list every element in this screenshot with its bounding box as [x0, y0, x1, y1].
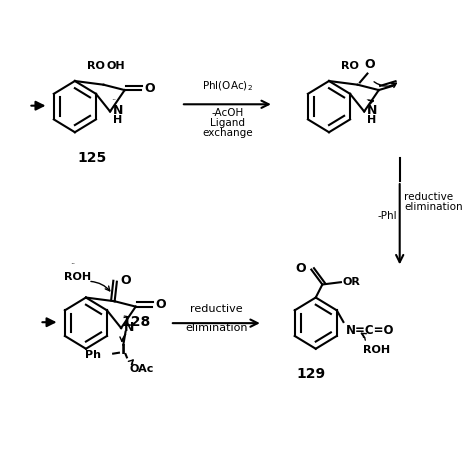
Text: PhI(OAc)$_2$: PhI(OAc)$_2$	[202, 79, 253, 92]
Text: reductive: reductive	[404, 192, 453, 202]
Text: ··: ··	[122, 312, 127, 321]
Text: H: H	[113, 115, 122, 125]
Text: 125: 125	[78, 151, 107, 165]
Text: reductive: reductive	[190, 304, 243, 314]
Text: ROH: ROH	[64, 272, 91, 282]
Text: ··: ··	[365, 96, 370, 105]
Text: Ph: Ph	[85, 350, 101, 360]
Text: OH: OH	[107, 61, 125, 71]
Text: -AcOH: -AcOH	[211, 108, 244, 118]
Text: O: O	[144, 82, 155, 95]
Text: N=C=O: N=C=O	[346, 324, 394, 337]
Text: Ligand: Ligand	[210, 118, 245, 128]
Text: N: N	[367, 104, 377, 117]
Text: O: O	[295, 262, 306, 275]
Text: I: I	[121, 343, 126, 357]
Text: O: O	[120, 274, 131, 287]
Text: exchange: exchange	[202, 128, 253, 137]
Text: N: N	[124, 320, 134, 334]
Text: elimination: elimination	[185, 323, 247, 333]
Text: OR: OR	[342, 277, 360, 287]
Text: -PhI: -PhI	[378, 211, 398, 221]
Text: elimination: elimination	[404, 202, 463, 212]
Text: N: N	[113, 104, 123, 117]
Text: RO: RO	[87, 61, 105, 71]
Text: ··: ··	[361, 334, 366, 343]
Text: OAc: OAc	[130, 365, 155, 374]
Text: RO: RO	[341, 61, 359, 71]
Text: ··: ··	[111, 96, 116, 105]
Text: 128: 128	[121, 315, 151, 329]
Text: ROH: ROH	[363, 345, 391, 356]
Text: O: O	[155, 298, 166, 311]
Text: O: O	[365, 58, 375, 71]
Text: H: H	[367, 115, 376, 125]
Text: ··: ··	[70, 261, 75, 270]
Text: 129: 129	[297, 367, 326, 382]
